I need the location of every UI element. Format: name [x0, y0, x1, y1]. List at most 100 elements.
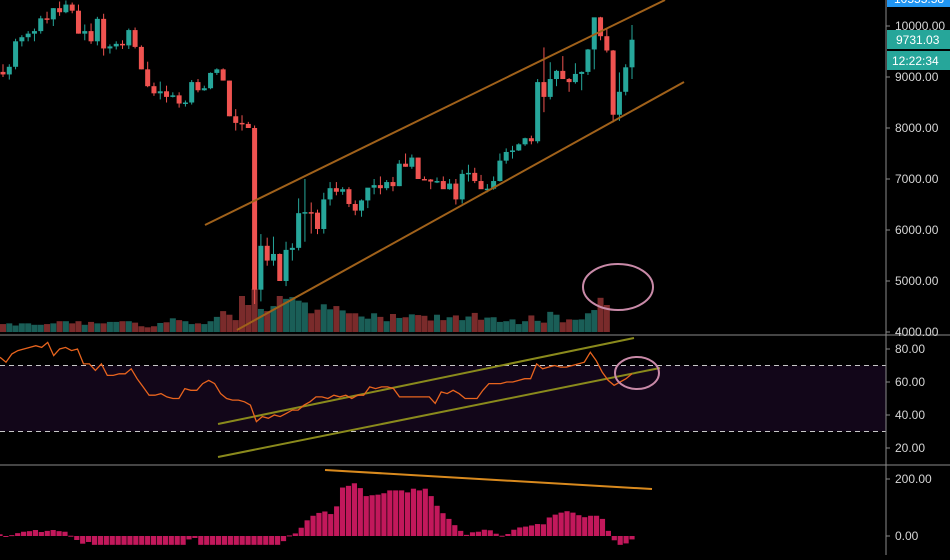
candle-body	[434, 181, 440, 183]
histogram-bar	[32, 530, 39, 536]
candle-body	[120, 43, 126, 46]
volume-bar	[150, 326, 157, 332]
histogram-bar	[9, 535, 15, 537]
volume-bar	[12, 325, 19, 332]
candle-body	[50, 8, 56, 20]
candle-body	[377, 185, 383, 189]
histogram-bar	[80, 536, 86, 544]
rsi-line	[0, 341, 633, 423]
volume-bar	[157, 323, 164, 332]
histogram-bar	[593, 515, 600, 536]
price-tick-label: 6000.00	[895, 223, 939, 237]
histogram-bar	[227, 536, 233, 545]
volume-bar	[289, 297, 296, 332]
candle-body	[289, 247, 295, 250]
candle-body	[176, 95, 182, 104]
candle-body	[409, 157, 415, 167]
volume-bar	[528, 315, 535, 332]
lower-channel-line	[236, 81, 685, 331]
candle-body	[283, 249, 289, 281]
macd-histogram	[0, 469, 653, 545]
volume-bar	[125, 321, 132, 332]
histogram-bar	[357, 488, 363, 536]
histogram-bar	[511, 529, 517, 536]
histogram-bar	[162, 536, 168, 545]
price-tick-label: 8000.00	[895, 121, 939, 135]
candle-body	[277, 253, 283, 281]
volume-bar	[522, 321, 529, 332]
macd-tick-label: 0.00	[895, 529, 919, 543]
divergence-line	[324, 469, 653, 490]
volume-bar	[484, 317, 491, 332]
histogram-bar	[623, 536, 629, 544]
volume-bar	[364, 318, 371, 332]
histogram-bar	[298, 527, 304, 536]
candle-body	[346, 189, 352, 204]
histogram-bar	[393, 490, 399, 536]
volume-bar	[446, 317, 453, 332]
volume-bar	[440, 320, 447, 332]
volume-bar	[547, 311, 554, 332]
volume-bar	[182, 321, 189, 332]
candle-body	[88, 31, 94, 42]
histogram-bar	[62, 531, 68, 536]
candle-body	[579, 71, 585, 74]
candle-body	[44, 18, 50, 20]
candle-body	[164, 91, 170, 97]
histogram-bar	[245, 536, 251, 545]
volume-bar	[471, 312, 478, 332]
volume-bar	[62, 321, 69, 332]
candle-body	[38, 18, 44, 32]
candle-body	[0, 71, 6, 75]
histogram-bar	[269, 536, 275, 545]
histogram-bar	[91, 536, 98, 545]
volume-bar	[283, 298, 290, 332]
candle-body	[447, 183, 453, 190]
candle-body	[113, 43, 119, 47]
histogram-bar	[133, 536, 139, 545]
candle-body	[528, 138, 534, 142]
candle-body	[390, 182, 396, 187]
candle-body	[616, 91, 622, 115]
histogram-bar	[280, 536, 287, 542]
candle-body	[415, 157, 421, 179]
volume-bar	[201, 324, 208, 332]
histogram-bar	[387, 490, 393, 536]
histogram-bar	[381, 493, 387, 536]
candle-body	[195, 82, 201, 91]
volume-bar	[452, 315, 459, 332]
histogram-bar	[517, 527, 523, 536]
volume-bar	[119, 321, 126, 332]
volume-bar	[345, 313, 352, 332]
histogram-bar	[56, 531, 62, 536]
volume-bar	[597, 297, 604, 332]
volume-bar	[257, 308, 264, 332]
rsi-lower-line	[217, 367, 661, 458]
volume-bar	[56, 321, 63, 332]
histogram-bar	[156, 536, 163, 545]
histogram-bar	[139, 536, 145, 545]
candle-body	[245, 123, 251, 128]
histogram-bar	[109, 536, 115, 545]
rsi-tick-label: 60.00	[895, 375, 925, 389]
price-candles[interactable]	[0, 0, 635, 304]
histogram-bar	[528, 525, 535, 536]
trendlines[interactable]	[204, 0, 685, 458]
volume-bar	[584, 313, 591, 332]
candle-body	[359, 200, 365, 211]
volume-bar	[327, 309, 334, 332]
top-price-tag	[887, 0, 950, 7]
annotation-circles[interactable]	[582, 263, 660, 390]
histogram-bar	[605, 530, 611, 536]
candle-body	[157, 91, 163, 94]
rsi-tick-label: 20.00	[895, 441, 925, 455]
candle-body	[145, 69, 151, 87]
volume-bar	[132, 322, 139, 332]
candle-body	[226, 80, 232, 117]
histogram-bar	[38, 532, 44, 536]
histogram-bar	[499, 535, 505, 537]
volume-bar	[88, 321, 95, 332]
volume-bar	[534, 320, 541, 332]
